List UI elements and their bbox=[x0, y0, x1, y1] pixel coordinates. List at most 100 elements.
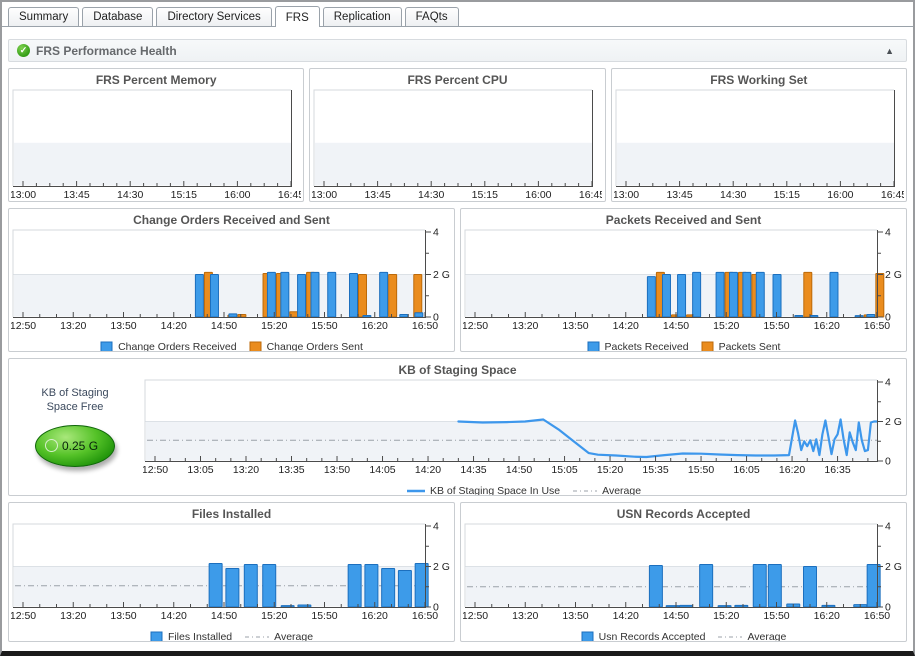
x-tick-label: 13:45 bbox=[666, 189, 692, 201]
chart-packets: 12:50 13:20 13:50 14:20 14:50 15:20 15:50 16:20… bbox=[462, 227, 902, 333]
bar bbox=[225, 568, 240, 608]
row-bottom-charts: Files Installed 12:50 13:20 13:50 14:20 14:5… bbox=[8, 502, 907, 642]
frs-percent-cpu-plot: 13:00 13:45 14:30 15:15 16:00 16:45 bbox=[311, 87, 605, 201]
staging-body: KB of Staging Space Free 0.25 G 12:50 13:… bbox=[9, 377, 906, 495]
x-tick-label: 16:20 bbox=[814, 610, 840, 622]
packets-legend: Packets Received Packets Sent bbox=[461, 337, 906, 352]
x-tick-label: 15:15 bbox=[472, 189, 498, 201]
legend-label: Packets Received bbox=[604, 340, 689, 352]
tab-directory-services[interactable]: Directory Services bbox=[156, 7, 272, 26]
bar bbox=[803, 566, 817, 608]
x-tick-label: 15:15 bbox=[171, 189, 197, 201]
bar bbox=[742, 271, 752, 318]
x-tick-label: 13:20 bbox=[512, 320, 538, 332]
x-tick-label: 14:05 bbox=[369, 464, 395, 476]
legend-item: Packets Received bbox=[587, 340, 689, 352]
tab-replication[interactable]: Replication bbox=[322, 7, 402, 26]
health-ok-icon: ✓ bbox=[17, 44, 30, 57]
bar bbox=[648, 564, 663, 608]
x-tick-label: 12:50 bbox=[11, 610, 36, 622]
x-tick-label: 13:50 bbox=[562, 610, 588, 622]
panel-frs-working-set: FRS Working Set 13:00 13:45 14:30 15:15 16:0… bbox=[610, 68, 907, 202]
bar bbox=[381, 568, 396, 608]
x-tick-label: 16:20 bbox=[362, 320, 388, 332]
bar bbox=[414, 312, 424, 318]
bar bbox=[397, 570, 412, 608]
x-tick-label: 16:00 bbox=[526, 189, 552, 201]
bar bbox=[413, 274, 423, 318]
x-tick-label: 13:00 bbox=[614, 189, 639, 201]
y-tick-label: 4 bbox=[885, 377, 891, 389]
x-tick-label: 13:50 bbox=[324, 464, 350, 476]
x-tick-label: 13:45 bbox=[63, 189, 89, 201]
bar bbox=[809, 315, 819, 318]
x-tick-label: 14:30 bbox=[117, 189, 143, 201]
gauge-status-dot-icon bbox=[45, 439, 58, 453]
y-tick-label: 4 bbox=[885, 227, 891, 239]
x-tick-label: 16:45 bbox=[278, 189, 301, 201]
bar bbox=[379, 271, 389, 318]
chart-title: Files Installed bbox=[191, 507, 272, 521]
gauge-label: KB of Staging Space Free bbox=[41, 386, 108, 415]
chart-title: FRS Working Set bbox=[710, 73, 808, 87]
row-middle-charts: Change Orders Received and Sent 12:50 13:… bbox=[8, 208, 907, 352]
bar bbox=[803, 271, 813, 318]
y-tick-label: 0 bbox=[433, 602, 439, 614]
section-title: FRS Performance Health bbox=[36, 43, 177, 58]
x-tick-label: 14:50 bbox=[211, 320, 237, 332]
chart-title: Change Orders Received and Sent bbox=[133, 213, 330, 227]
legend-item: Usn Records Accepted bbox=[581, 631, 705, 641]
bar bbox=[794, 315, 804, 318]
bar bbox=[310, 271, 320, 318]
collapse-section-button[interactable]: ▲ bbox=[885, 45, 894, 56]
x-tick-label: 16:20 bbox=[779, 464, 805, 476]
legend-item: Packets Sent bbox=[701, 340, 781, 352]
usn-records-legend: Usn Records Accepted Average bbox=[461, 627, 906, 641]
x-tick-label: 13:50 bbox=[562, 320, 588, 332]
x-tick-label: 14:30 bbox=[720, 189, 746, 201]
legend-label: Files Installed bbox=[167, 630, 233, 642]
bar bbox=[297, 274, 307, 318]
x-tick-label: 13:20 bbox=[60, 610, 86, 622]
x-tick-label: 16:45 bbox=[881, 189, 904, 201]
x-tick-label: 16:20 bbox=[362, 610, 388, 622]
bar bbox=[728, 271, 738, 318]
x-tick-label: 13:00 bbox=[312, 189, 337, 201]
bar bbox=[347, 563, 362, 608]
bar bbox=[646, 276, 656, 318]
tab-bar: Summary Database Directory Services FRS Repl… bbox=[2, 2, 913, 27]
legend-label: Change Orders Received bbox=[118, 340, 237, 352]
tab-frs[interactable]: FRS bbox=[274, 6, 320, 27]
bar bbox=[280, 271, 290, 318]
staging-space-free-gauge[interactable]: 0.25 G bbox=[35, 424, 115, 467]
tab-summary[interactable]: Summary bbox=[8, 7, 80, 26]
panel-frs-percent-memory: FRS Percent Memory 13:00 13:45 14:30 15:15 1… bbox=[8, 68, 305, 202]
x-tick-label: 14:35 bbox=[460, 464, 486, 476]
bar bbox=[262, 563, 277, 608]
legend-item: Average bbox=[572, 485, 641, 495]
x-tick-label: 14:20 bbox=[613, 610, 639, 622]
chart-kb-staging-space: 12:50 13:05 13:20 13:35 13:50 14:05 14:20 14:35… bbox=[142, 377, 902, 477]
x-tick-label: 15:50 bbox=[763, 320, 789, 332]
square-blue-swatch-icon bbox=[581, 631, 594, 641]
bar bbox=[677, 274, 687, 318]
x-tick-label: 14:20 bbox=[161, 610, 187, 622]
gauge-label-line2: Space Free bbox=[46, 401, 104, 414]
bar bbox=[280, 605, 295, 608]
legend-label: Packets Sent bbox=[718, 340, 781, 352]
chart-frs-percent-memory: 13:00 13:45 14:30 15:15 16:00 16:45 bbox=[10, 89, 303, 201]
frs-percent-memory-plot: 13:00 13:45 14:30 15:15 16:00 16:45 bbox=[10, 87, 303, 201]
tab-faqts[interactable]: FAQts bbox=[404, 7, 459, 26]
bar bbox=[752, 563, 767, 608]
legend-item: Average bbox=[244, 631, 313, 641]
bar bbox=[358, 274, 367, 318]
dash-swatch-icon bbox=[573, 490, 598, 491]
dash-swatch-icon bbox=[718, 636, 743, 637]
legend-item: Average bbox=[717, 631, 786, 641]
y-tick-label: 4 bbox=[433, 227, 439, 239]
bar bbox=[699, 563, 714, 608]
tab-database[interactable]: Database bbox=[82, 7, 154, 26]
x-tick-label: 15:20 bbox=[261, 610, 287, 622]
dashboard-content: FRS Percent Memory 13:00 13:45 14:30 15:15 1… bbox=[2, 68, 913, 642]
